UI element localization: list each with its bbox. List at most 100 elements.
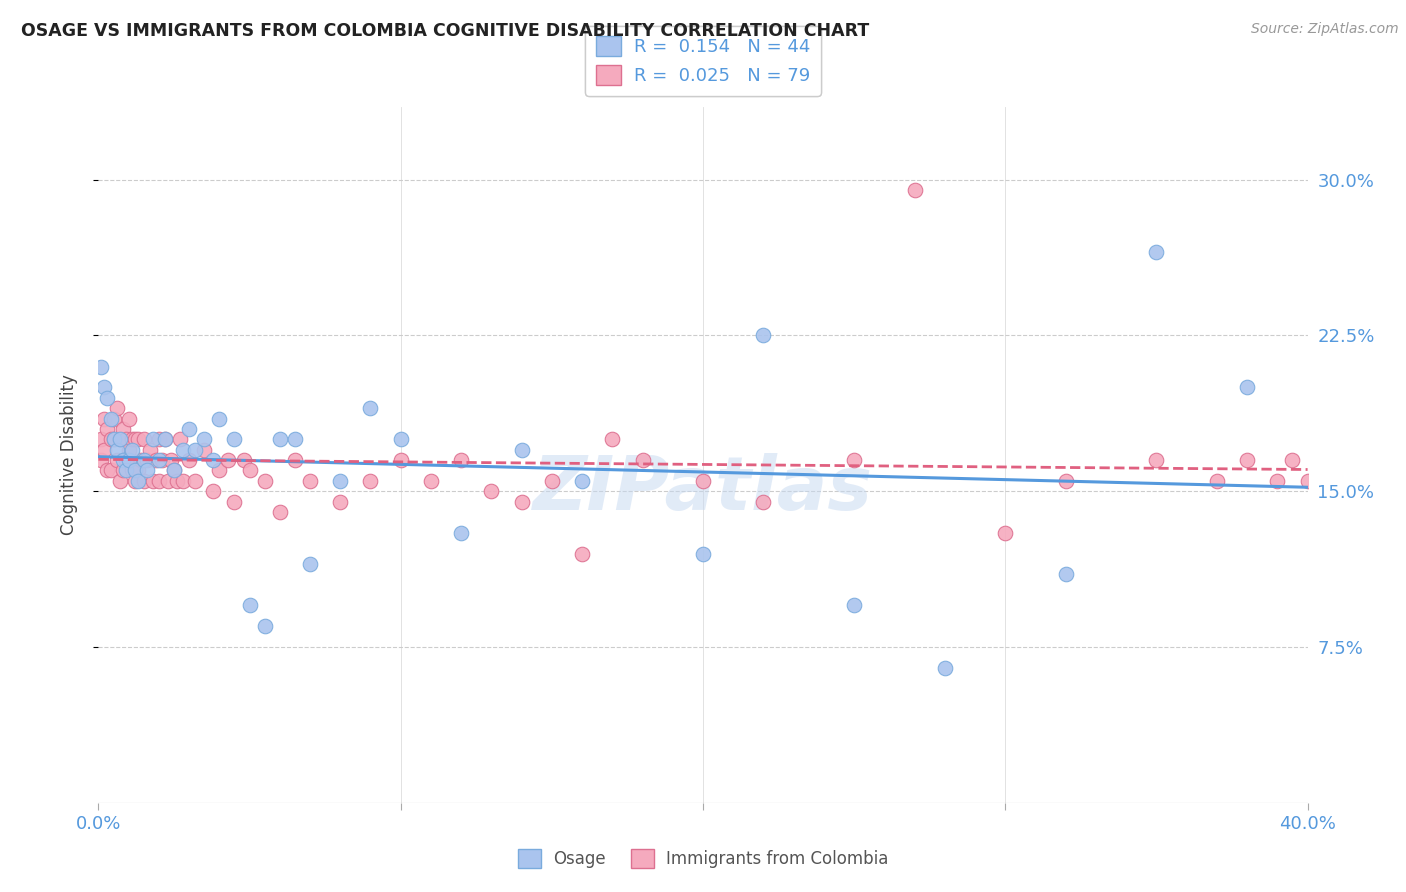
Point	[100, 463, 122, 477]
Point	[150, 453, 173, 467]
Point	[118, 442, 141, 457]
Point	[111, 453, 134, 467]
Point	[172, 442, 194, 457]
Point	[208, 411, 231, 425]
Point	[232, 453, 254, 467]
Point	[1296, 474, 1319, 488]
Point	[202, 484, 225, 499]
Text: ZIPatlas: ZIPatlas	[533, 453, 873, 526]
Point	[752, 328, 775, 343]
Point	[90, 433, 112, 447]
Point	[420, 474, 443, 488]
Point	[163, 463, 186, 477]
Point	[148, 453, 170, 467]
Point	[105, 453, 128, 467]
Point	[1267, 474, 1289, 488]
Point	[100, 411, 122, 425]
Point	[148, 433, 170, 447]
Point	[145, 453, 167, 467]
Point	[108, 474, 131, 488]
Point	[450, 453, 472, 467]
Point	[135, 463, 157, 477]
Point	[111, 422, 134, 436]
Point	[208, 463, 231, 477]
Point	[124, 433, 146, 447]
Point	[124, 474, 146, 488]
Point	[602, 433, 624, 447]
Point	[571, 474, 593, 488]
Point	[1236, 380, 1258, 394]
Point	[105, 401, 128, 416]
Point	[169, 433, 191, 447]
Point	[121, 433, 143, 447]
Point	[269, 505, 291, 519]
Point	[127, 463, 149, 477]
Point	[253, 619, 276, 633]
Point	[93, 380, 115, 394]
Point	[510, 442, 533, 457]
Point	[166, 474, 188, 488]
Point	[1144, 245, 1167, 260]
Point	[202, 453, 225, 467]
Point	[179, 453, 201, 467]
Legend: R =  0.154   N = 44, R =  0.025   N = 79: R = 0.154 N = 44, R = 0.025 N = 79	[585, 26, 821, 96]
Point	[142, 433, 165, 447]
Point	[118, 453, 141, 467]
Point	[994, 525, 1017, 540]
Point	[389, 433, 412, 447]
Point	[153, 433, 176, 447]
Point	[1236, 453, 1258, 467]
Point	[217, 453, 239, 467]
Point	[1054, 474, 1077, 488]
Point	[132, 433, 155, 447]
Point	[114, 453, 136, 467]
Point	[108, 433, 131, 447]
Point	[844, 453, 866, 467]
Point	[631, 453, 654, 467]
Point	[103, 433, 125, 447]
Point	[360, 474, 382, 488]
Text: Source: ZipAtlas.com: Source: ZipAtlas.com	[1251, 22, 1399, 37]
Point	[114, 433, 136, 447]
Point	[299, 474, 322, 488]
Point	[105, 442, 128, 457]
Point	[299, 557, 322, 571]
Point	[510, 494, 533, 508]
Point	[752, 494, 775, 508]
Point	[129, 453, 152, 467]
Point	[103, 433, 125, 447]
Point	[360, 401, 382, 416]
Point	[904, 183, 927, 197]
Point	[193, 433, 215, 447]
Point	[329, 474, 352, 488]
Point	[481, 484, 503, 499]
Text: OSAGE VS IMMIGRANTS FROM COLOMBIA COGNITIVE DISABILITY CORRELATION CHART: OSAGE VS IMMIGRANTS FROM COLOMBIA COGNIT…	[21, 22, 869, 40]
Point	[450, 525, 472, 540]
Point	[184, 442, 207, 457]
Point	[139, 442, 162, 457]
Point	[193, 442, 215, 457]
Point	[239, 599, 262, 613]
Point	[153, 433, 176, 447]
Point	[132, 453, 155, 467]
Point	[148, 474, 170, 488]
Point	[103, 411, 125, 425]
Point	[93, 411, 115, 425]
Point	[224, 494, 246, 508]
Point	[692, 547, 714, 561]
Point	[156, 474, 179, 488]
Point	[127, 433, 149, 447]
Point	[96, 391, 118, 405]
Point	[111, 463, 134, 477]
Point	[224, 433, 246, 447]
Point	[184, 474, 207, 488]
Point	[96, 463, 118, 477]
Point	[284, 453, 307, 467]
Point	[142, 474, 165, 488]
Point	[389, 453, 412, 467]
Point	[160, 453, 183, 467]
Point	[172, 474, 194, 488]
Point	[179, 422, 201, 436]
Point	[118, 411, 141, 425]
Point	[90, 359, 112, 374]
